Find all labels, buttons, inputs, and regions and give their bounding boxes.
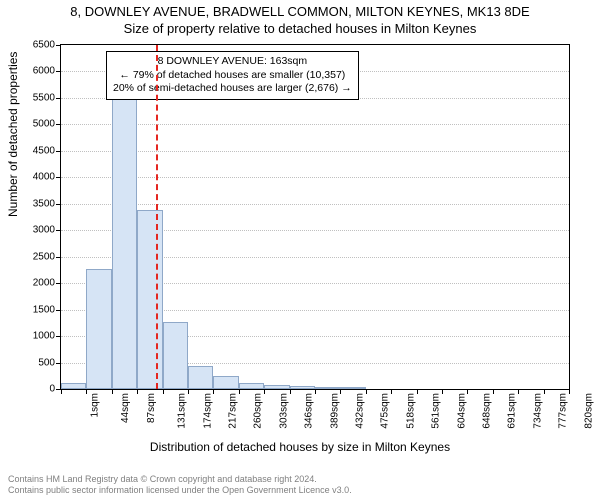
x-tick-label: 174sqm	[202, 393, 213, 429]
x-tick-mark	[264, 389, 265, 394]
y-tick-mark	[56, 151, 61, 152]
gridline	[61, 177, 569, 178]
chart-container: 8, DOWNLEY AVENUE, BRADWELL COMMON, MILT…	[0, 0, 600, 500]
y-tick-mark	[56, 310, 61, 311]
y-tick-mark	[56, 336, 61, 337]
x-tick-label: 44sqm	[120, 393, 131, 423]
x-tick-label: 820sqm	[583, 393, 594, 429]
y-tick-mark	[56, 98, 61, 99]
x-tick-label: 648sqm	[482, 393, 493, 429]
histogram-bar	[290, 386, 315, 389]
x-tick-label: 217sqm	[228, 393, 239, 429]
title-line-2: Size of property relative to detached ho…	[0, 21, 600, 38]
y-tick-mark	[56, 230, 61, 231]
y-tick-label: 1500	[21, 304, 55, 315]
x-tick-label: 87sqm	[146, 393, 157, 423]
y-tick-mark	[56, 363, 61, 364]
title-line-1: 8, DOWNLEY AVENUE, BRADWELL COMMON, MILT…	[0, 4, 600, 21]
y-tick-label: 500	[21, 357, 55, 368]
y-tick-label: 2000	[21, 278, 55, 289]
x-tick-mark	[366, 389, 367, 394]
y-tick-label: 5000	[21, 119, 55, 130]
y-tick-mark	[56, 257, 61, 258]
y-tick-mark	[56, 45, 61, 46]
x-tick-mark	[518, 389, 519, 394]
x-tick-mark	[493, 389, 494, 394]
y-axis-label: Number of detached properties	[6, 52, 20, 217]
x-tick-mark	[163, 389, 164, 394]
x-tick-label: 734sqm	[532, 393, 543, 429]
y-tick-mark	[56, 124, 61, 125]
y-tick-label: 5500	[21, 92, 55, 103]
x-tick-label: 518sqm	[405, 393, 416, 429]
histogram-bar	[188, 366, 213, 389]
x-tick-label: 777sqm	[558, 393, 569, 429]
x-tick-mark	[315, 389, 316, 394]
y-tick-label: 4500	[21, 145, 55, 156]
x-tick-mark	[137, 389, 138, 394]
x-tick-label: 475sqm	[380, 393, 391, 429]
reference-line	[156, 45, 158, 389]
y-tick-label: 6500	[21, 40, 55, 51]
footer-line-2: Contains public sector information licen…	[8, 485, 592, 496]
x-tick-mark	[569, 389, 570, 394]
x-tick-mark	[61, 389, 62, 394]
y-tick-label: 4000	[21, 172, 55, 183]
y-tick-mark	[56, 283, 61, 284]
x-tick-label: 604sqm	[456, 393, 467, 429]
plot-area: 0500100015002000250030003500400045005000…	[60, 44, 570, 390]
histogram-bar	[239, 383, 264, 389]
y-tick-mark	[56, 71, 61, 72]
x-tick-label: 346sqm	[304, 393, 315, 429]
gridline	[61, 151, 569, 152]
y-tick-mark	[56, 177, 61, 178]
histogram-bar	[137, 210, 162, 389]
x-tick-label: 432sqm	[355, 393, 366, 429]
x-tick-mark	[340, 389, 341, 394]
gridline	[61, 124, 569, 125]
footer-line-1: Contains HM Land Registry data © Crown c…	[8, 474, 592, 485]
y-tick-label: 0	[21, 384, 55, 395]
y-tick-label: 2500	[21, 251, 55, 262]
x-tick-mark	[467, 389, 468, 394]
x-tick-mark	[417, 389, 418, 394]
x-tick-label: 691sqm	[507, 393, 518, 429]
x-tick-label: 1sqm	[89, 393, 100, 417]
chart-title: 8, DOWNLEY AVENUE, BRADWELL COMMON, MILT…	[0, 0, 600, 38]
x-tick-mark	[213, 389, 214, 394]
x-tick-mark	[188, 389, 189, 394]
footer-attribution: Contains HM Land Registry data © Crown c…	[0, 474, 600, 497]
histogram-bar	[315, 387, 340, 389]
annotation-line-3: 20% of semi-detached houses are larger (…	[113, 82, 352, 96]
annotation-line-1: 8 DOWNLEY AVENUE: 163sqm	[113, 55, 352, 69]
x-tick-mark	[239, 389, 240, 394]
x-tick-label: 303sqm	[278, 393, 289, 429]
histogram-bar	[213, 376, 238, 389]
x-tick-mark	[86, 389, 87, 394]
annotation-line-2: ← 79% of detached houses are smaller (10…	[113, 69, 352, 83]
histogram-bar	[112, 95, 137, 389]
x-tick-mark	[442, 389, 443, 394]
gridline	[61, 204, 569, 205]
histogram-bar	[163, 322, 188, 389]
histogram-bar	[86, 269, 111, 389]
histogram-bar	[340, 387, 365, 389]
x-axis-label: Distribution of detached houses by size …	[0, 440, 600, 454]
histogram-bar	[264, 385, 289, 389]
histogram-bar	[61, 383, 86, 389]
x-tick-mark	[391, 389, 392, 394]
annotation-callout: 8 DOWNLEY AVENUE: 163sqm ← 79% of detach…	[106, 51, 359, 100]
x-tick-mark	[112, 389, 113, 394]
x-tick-label: 389sqm	[329, 393, 340, 429]
y-tick-mark	[56, 204, 61, 205]
y-tick-label: 1000	[21, 331, 55, 342]
y-tick-label: 6000	[21, 66, 55, 77]
y-tick-label: 3000	[21, 225, 55, 236]
y-tick-label: 3500	[21, 198, 55, 209]
x-tick-mark	[290, 389, 291, 394]
x-tick-label: 260sqm	[253, 393, 264, 429]
x-tick-label: 131sqm	[177, 393, 188, 429]
x-tick-label: 561sqm	[431, 393, 442, 429]
x-tick-mark	[544, 389, 545, 394]
